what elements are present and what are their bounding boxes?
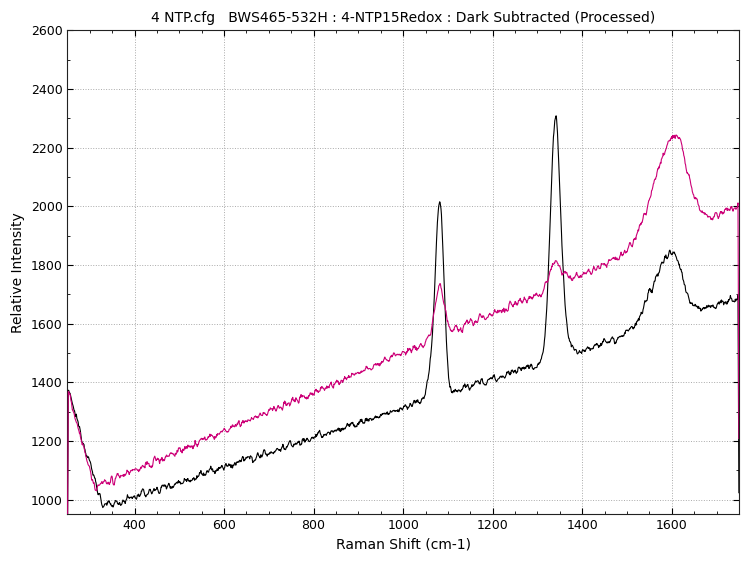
X-axis label: Raman Shift (cm-1): Raman Shift (cm-1) bbox=[336, 538, 471, 552]
Y-axis label: Relative Intensity: Relative Intensity bbox=[11, 212, 25, 333]
Title: 4 NTP.cfg   BWS465-532H : 4-NTP15Redox : Dark Subtracted (Processed): 4 NTP.cfg BWS465-532H : 4-NTP15Redox : D… bbox=[151, 11, 656, 25]
